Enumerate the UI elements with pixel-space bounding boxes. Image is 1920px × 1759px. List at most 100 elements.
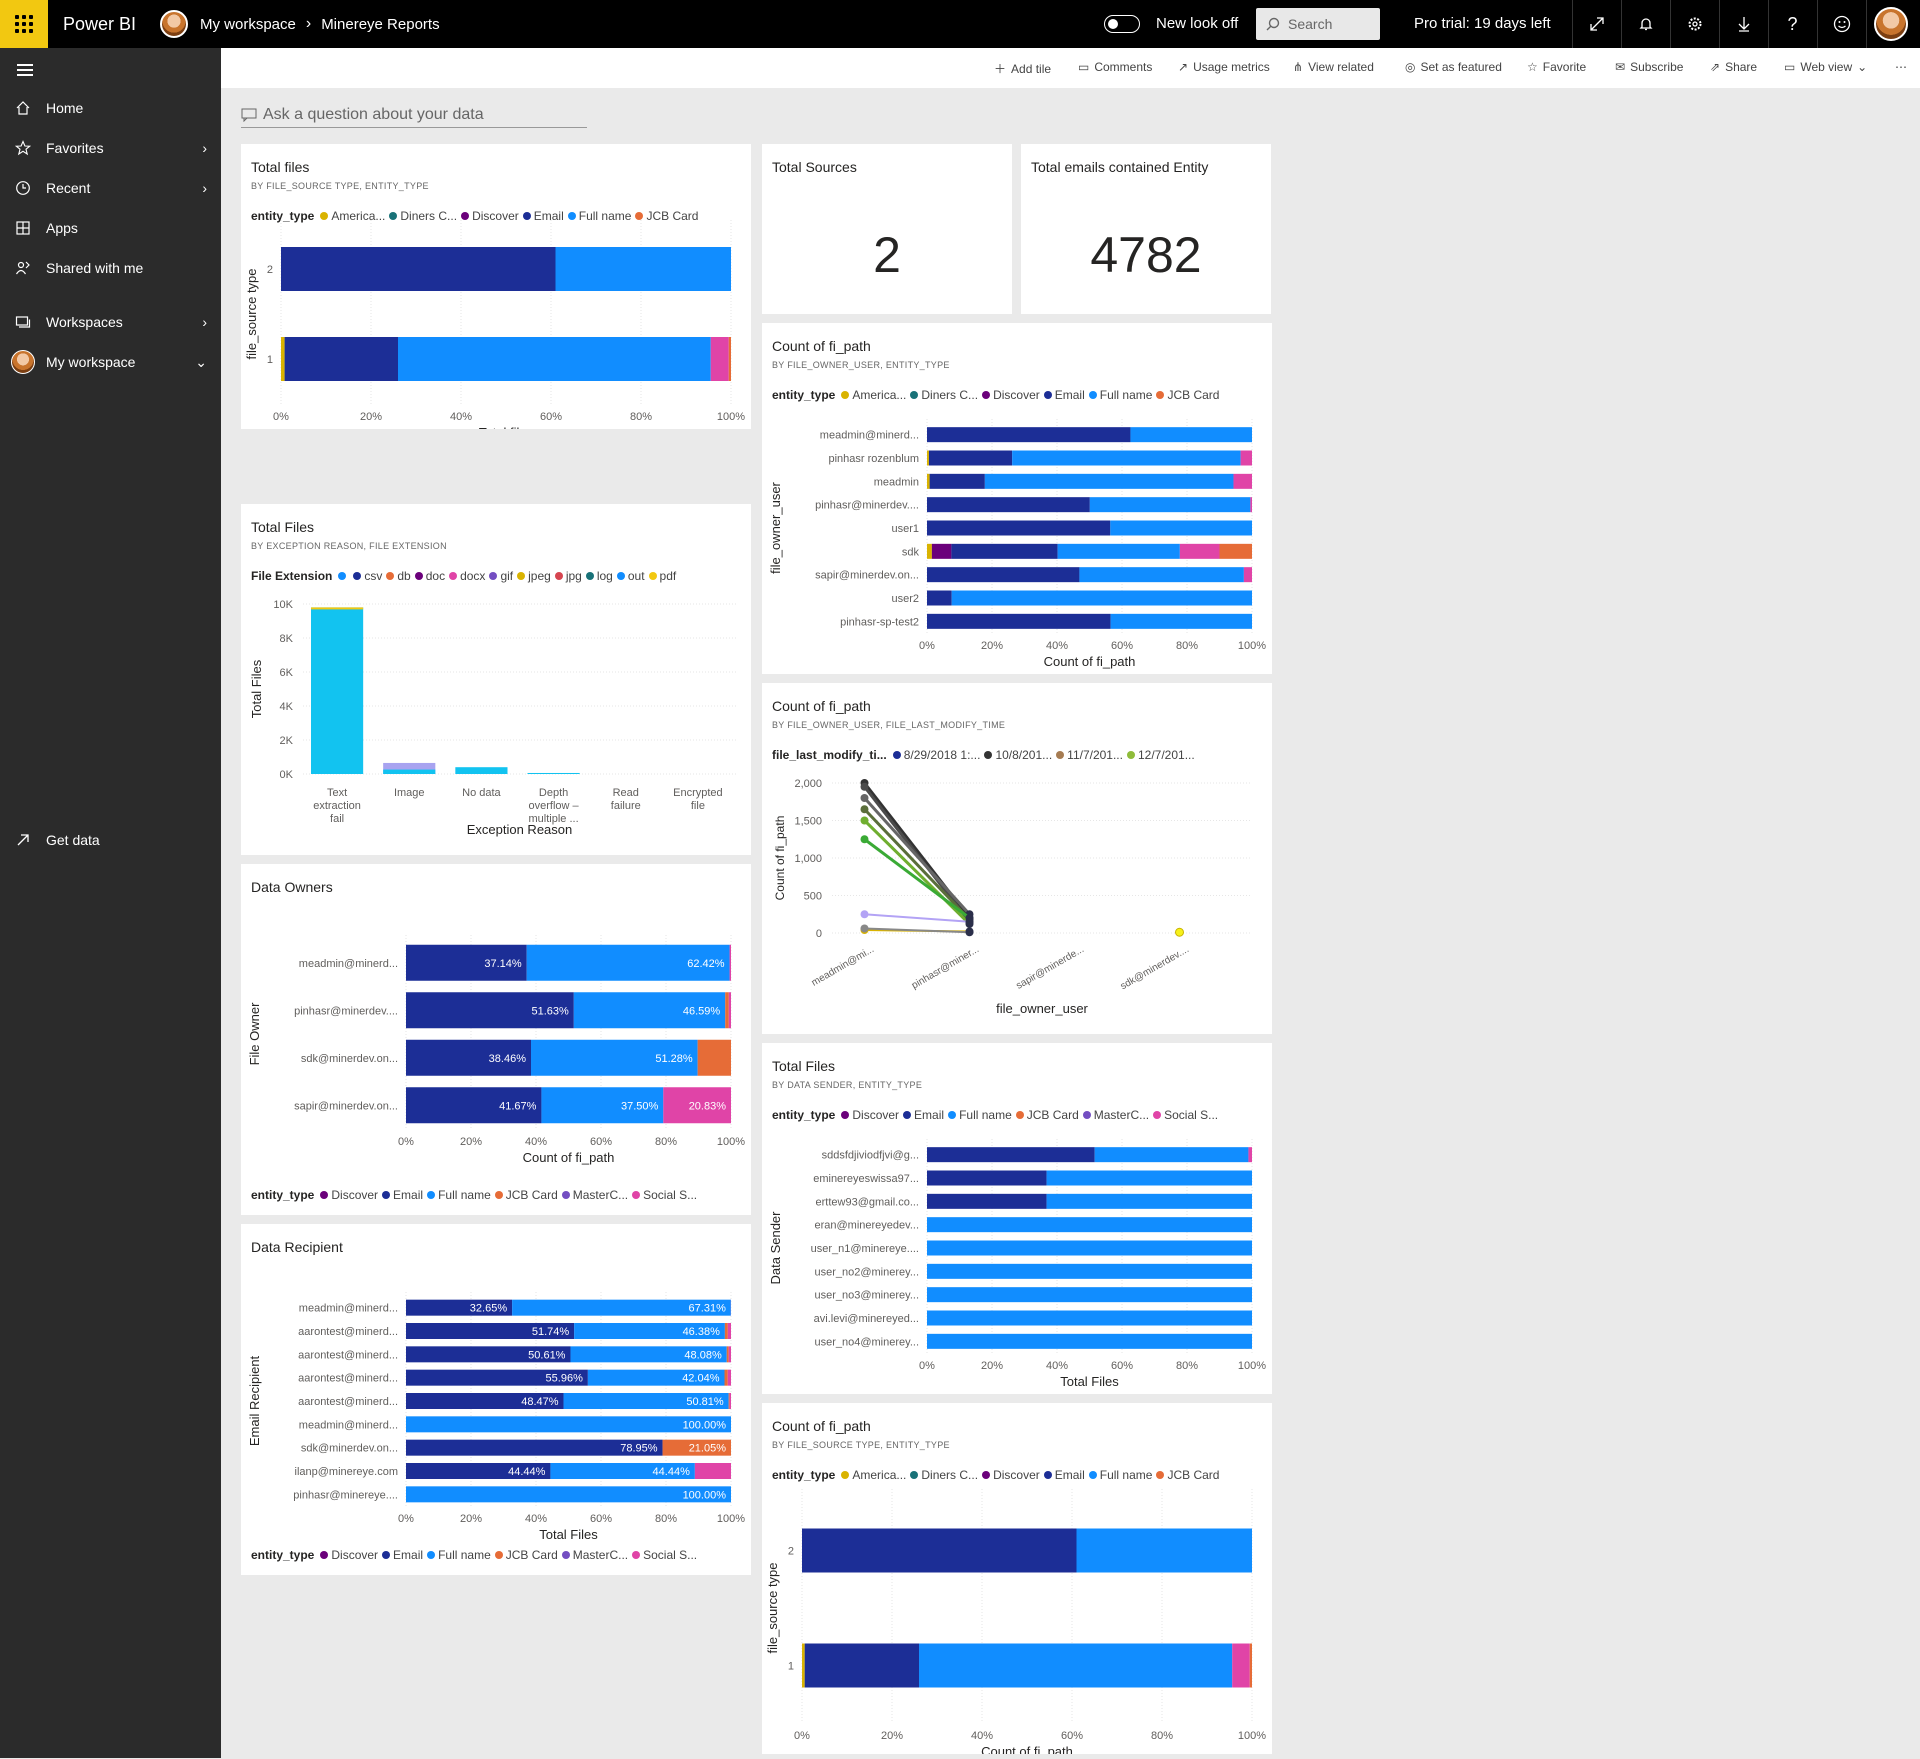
- notifications-icon[interactable]: [1621, 0, 1669, 48]
- legend-item[interactable]: out: [617, 569, 645, 583]
- legend-item[interactable]: log: [586, 569, 613, 583]
- legend-label: Discover: [331, 1188, 378, 1202]
- tile-data-owners[interactable]: Data Owners 0%20%40%60%80%100%meadmin@mi…: [241, 864, 751, 1215]
- legend-item[interactable]: 10/8/201...: [984, 748, 1052, 762]
- legend-item[interactable]: Diners C...: [910, 1468, 978, 1482]
- legend-item[interactable]: Full name: [427, 1548, 491, 1562]
- trial-status[interactable]: Pro trial: 19 days left: [1414, 15, 1551, 32]
- tile-count-fi-path-source[interactable]: Count of fi_path BY FILE_SOURCE TYPE, EN…: [762, 1403, 1272, 1754]
- y-category-label: meadmin@minerd...: [299, 958, 398, 970]
- x-axis-title: Total Files: [539, 1527, 598, 1542]
- legend-item[interactable]: Full name: [1089, 1468, 1153, 1482]
- legend-item[interactable]: JCB Card: [495, 1548, 558, 1562]
- tile-data-recipient[interactable]: Data Recipient 0%20%40%60%80%100%meadmin…: [241, 1224, 751, 1575]
- nav-home[interactable]: Home: [0, 90, 221, 126]
- usage-metrics-button[interactable]: ↗Usage metrics: [1178, 60, 1270, 74]
- legend-item[interactable]: Email: [903, 1108, 944, 1122]
- app-launcher-icon[interactable]: [0, 0, 48, 48]
- tile-total-files-source[interactable]: Total files BY FILE_SOURCE TYPE, ENTITY_…: [241, 144, 751, 429]
- legend-item[interactable]: Full name: [948, 1108, 1012, 1122]
- legend-item[interactable]: Email: [382, 1548, 423, 1562]
- legend-item[interactable]: 12/7/201...: [1127, 748, 1195, 762]
- qa-input[interactable]: Ask a question about your data: [241, 103, 587, 128]
- brand-title[interactable]: Power BI: [63, 14, 136, 35]
- legend-item[interactable]: Diners C...: [389, 209, 457, 223]
- breadcrumb-workspace[interactable]: My workspace: [200, 16, 296, 33]
- legend-item[interactable]: America...: [841, 388, 906, 402]
- legend-item[interactable]: MasterC...: [562, 1188, 628, 1202]
- expand-icon[interactable]: [1572, 0, 1620, 48]
- tile-count-fi-path-owner[interactable]: Count of fi_path BY FILE_OWNER_USER, ENT…: [762, 323, 1272, 674]
- legend-item[interactable]: JCB Card: [495, 1188, 558, 1202]
- nav-workspaces[interactable]: Workspaces ›: [0, 304, 221, 340]
- legend-item[interactable]: Discover: [320, 1188, 378, 1202]
- legend-item[interactable]: MasterC...: [1083, 1108, 1149, 1122]
- set-as-featured-button[interactable]: ◎Set as featured: [1405, 60, 1502, 74]
- new-look-toggle[interactable]: [1104, 15, 1140, 33]
- chevron-right-icon: ›: [202, 180, 207, 196]
- legend-item[interactable]: JCB Card: [635, 209, 698, 223]
- legend-item[interactable]: Full name: [1089, 388, 1153, 402]
- legend-item[interactable]: MasterC...: [562, 1548, 628, 1562]
- legend-item[interactable]: gif: [489, 569, 513, 583]
- legend-item[interactable]: Discover: [982, 388, 1040, 402]
- legend-item[interactable]: jpg: [555, 569, 582, 583]
- legend-item[interactable]: Email: [382, 1188, 423, 1202]
- legend-item[interactable]: Email: [1044, 388, 1085, 402]
- legend-item[interactable]: doc: [415, 569, 445, 583]
- feedback-smiley-icon[interactable]: [1817, 0, 1865, 48]
- legend-item[interactable]: 11/7/201...: [1056, 748, 1123, 762]
- legend-item[interactable]: csv: [353, 569, 382, 583]
- view-related-button[interactable]: ⋔View related: [1293, 60, 1374, 74]
- nav-get-data[interactable]: Get data: [0, 822, 221, 858]
- help-icon[interactable]: ?: [1768, 0, 1816, 48]
- legend-item[interactable]: JCB Card: [1156, 1468, 1219, 1482]
- legend-item[interactable]: db: [386, 569, 410, 583]
- comments-button[interactable]: ▭Comments: [1078, 60, 1152, 74]
- tile-total-files-exception[interactable]: Total Files BY EXCEPTION REASON, FILE EX…: [241, 504, 751, 855]
- web-view-dropdown[interactable]: ▭Web view⌄: [1784, 60, 1867, 74]
- legend-item[interactable]: Discover: [982, 1468, 1040, 1482]
- legend-item[interactable]: [338, 572, 349, 580]
- tile-total-files-sender[interactable]: Total Files BY DATA SENDER, ENTITY_TYPE …: [762, 1043, 1272, 1394]
- account-menu[interactable]: [1866, 0, 1914, 48]
- tile-count-fi-path-modify-time[interactable]: Count of fi_path BY FILE_OWNER_USER, FIL…: [762, 683, 1272, 1034]
- legend-item[interactable]: Email: [523, 209, 564, 223]
- legend-item[interactable]: Social S...: [632, 1188, 697, 1202]
- nav-apps[interactable]: Apps: [0, 210, 221, 246]
- legend-item[interactable]: docx: [449, 569, 485, 583]
- legend-item[interactable]: Social S...: [632, 1548, 697, 1562]
- legend-item[interactable]: Discover: [461, 209, 519, 223]
- breadcrumb-report[interactable]: Minereye Reports: [321, 16, 439, 33]
- legend-item[interactable]: pdf: [649, 569, 677, 583]
- share-button[interactable]: ⇗Share: [1710, 60, 1757, 74]
- hamburger-menu-icon[interactable]: [17, 64, 33, 79]
- download-icon[interactable]: [1719, 0, 1767, 48]
- legend-item[interactable]: JCB Card: [1016, 1108, 1079, 1122]
- nav-my-workspace[interactable]: My workspace ⌄: [0, 344, 221, 380]
- legend-item[interactable]: JCB Card: [1156, 388, 1219, 402]
- nav-shared-with-me[interactable]: Shared with me: [0, 250, 221, 286]
- legend-item[interactable]: America...: [841, 1468, 906, 1482]
- legend-item[interactable]: Full name: [568, 209, 632, 223]
- legend-item[interactable]: 8/29/2018 1:...: [893, 748, 981, 762]
- nav-recent[interactable]: Recent ›: [0, 170, 221, 206]
- more-options-icon[interactable]: ⋯: [1895, 60, 1907, 74]
- legend-item[interactable]: Discover: [841, 1108, 899, 1122]
- add-tile-button[interactable]: ＋Add tile: [994, 60, 1051, 77]
- legend-item[interactable]: jpeg: [517, 569, 551, 583]
- legend-item[interactable]: America...: [320, 209, 385, 223]
- favorite-button[interactable]: ☆Favorite: [1527, 60, 1586, 74]
- tile-total-sources[interactable]: Total Sources 2: [762, 144, 1012, 314]
- settings-gear-icon[interactable]: [1670, 0, 1718, 48]
- legend-item[interactable]: Social S...: [1153, 1108, 1218, 1122]
- legend-item[interactable]: Discover: [320, 1548, 378, 1562]
- search-input[interactable]: Search: [1256, 8, 1380, 40]
- legend-item[interactable]: Email: [1044, 1468, 1085, 1482]
- subscribe-button[interactable]: ✉Subscribe: [1615, 60, 1683, 74]
- tile-total-emails[interactable]: Total emails contained Entity 4782: [1021, 144, 1271, 314]
- legend-item[interactable]: Full name: [427, 1188, 491, 1202]
- nav-favorites[interactable]: Favorites ›: [0, 130, 221, 166]
- legend-item[interactable]: Diners C...: [910, 388, 978, 402]
